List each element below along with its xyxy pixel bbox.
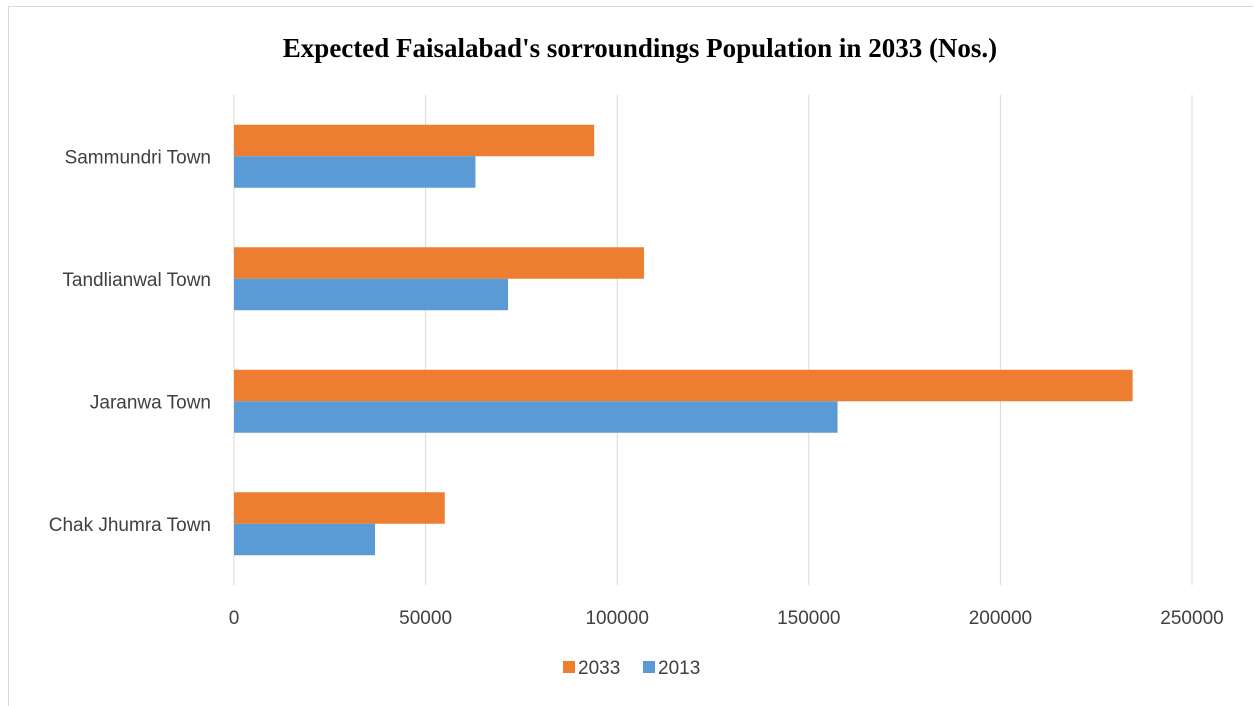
- bar-2033-2: [234, 369, 1133, 402]
- bar-2033-3: [234, 492, 445, 524]
- legend: 2033 2013: [563, 658, 700, 679]
- x-tick-label: 250000: [1160, 608, 1223, 629]
- x-tick-label: 0: [229, 608, 240, 629]
- x-axis-ticks: 0 50000 100000 150000 200000 250000: [229, 608, 1224, 629]
- category-label: Tandlianwal Town: [62, 270, 211, 291]
- legend-swatch-2033: [563, 661, 575, 673]
- bar-2013-1: [234, 278, 508, 311]
- legend-swatch-2013: [643, 661, 655, 673]
- y-axis-categories: Sammundri Town Tandlianwal Town Jaranwa To…: [49, 147, 211, 536]
- bars: [234, 124, 1133, 556]
- category-label: Sammundri Town: [65, 147, 211, 168]
- x-tick-label: 50000: [399, 608, 452, 629]
- bar-2033-1: [234, 247, 645, 279]
- legend-label: 2013: [658, 658, 700, 679]
- x-tick-label: 150000: [777, 608, 840, 629]
- bar-2013-2: [234, 401, 838, 433]
- bar-2013-0: [234, 156, 476, 188]
- chart-frame: [8, 6, 1253, 706]
- category-label: Jaranwa Town: [90, 392, 211, 413]
- chart-title: Expected Faisalabad's sorroundings Popul…: [283, 33, 997, 63]
- x-tick-label: 100000: [585, 608, 648, 629]
- category-label: Chak Jhumra Town: [49, 515, 211, 536]
- bar-2033-0: [234, 124, 595, 157]
- bar-2013-3: [234, 523, 376, 556]
- legend-label: 2033: [578, 658, 620, 679]
- x-tick-label: 200000: [969, 608, 1032, 629]
